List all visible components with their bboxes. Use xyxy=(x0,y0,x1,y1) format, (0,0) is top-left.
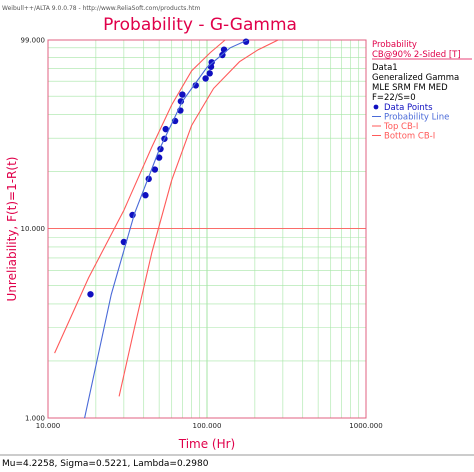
legend-entry-label: Top CB-I xyxy=(383,122,418,132)
data-point xyxy=(142,192,149,199)
bottom-cb-i-line xyxy=(118,39,279,397)
legend-text: Probability xyxy=(372,40,417,50)
data-point xyxy=(242,38,250,45)
data-point xyxy=(192,82,199,89)
legend-entry-label: Probability Line xyxy=(384,113,449,123)
data-point xyxy=(179,91,186,98)
probability-line-line xyxy=(84,39,248,419)
legend-text: F=22/S=0 xyxy=(372,93,416,103)
top-cb-i-line xyxy=(54,39,226,354)
data-point xyxy=(220,46,228,53)
legend-text: Generalized Gamma xyxy=(372,73,459,83)
legend-entry-label: Data Points xyxy=(384,103,433,113)
y-tick-label: 99.000 xyxy=(21,37,46,45)
legend-text: CB@90% 2-Sided [T] xyxy=(372,50,461,60)
data-point xyxy=(202,75,209,82)
y-tick-label: 10.000 xyxy=(21,225,46,233)
plot-border xyxy=(47,39,367,419)
x-tick-label: 10.000 xyxy=(36,422,61,430)
legend-text: MLE SRM FM MED xyxy=(372,83,448,93)
data-point xyxy=(151,166,159,173)
x-axis-label: Time (Hr) xyxy=(178,437,236,451)
data-point xyxy=(208,59,215,66)
x-tick-label: 100.000 xyxy=(193,422,222,430)
legend-marker-dot xyxy=(373,104,379,110)
y-axis-label: Unreliability, F(t)=1-R(t) xyxy=(5,157,19,302)
data-point xyxy=(177,98,185,105)
data-point xyxy=(206,70,213,77)
header-text: Weibull++/ALTA 9.0.0.78 - http://www.Rel… xyxy=(2,5,200,12)
y-tick-label: 1.000 xyxy=(25,415,45,423)
grid-layer xyxy=(48,40,366,418)
x-tick-label: 1000.000 xyxy=(349,422,382,430)
data-point xyxy=(162,125,169,133)
legend-text: Data1 xyxy=(372,63,398,73)
footer-text: Mu=4.2258, Sigma=0.5221, Lambda=0.2980 xyxy=(2,459,209,468)
series-layer xyxy=(54,38,279,419)
legend-entry-label: Bottom CB-I xyxy=(384,132,435,142)
data-point xyxy=(155,154,163,161)
chart-title: Probability - G-Gamma xyxy=(103,15,297,35)
data-point xyxy=(87,291,94,298)
